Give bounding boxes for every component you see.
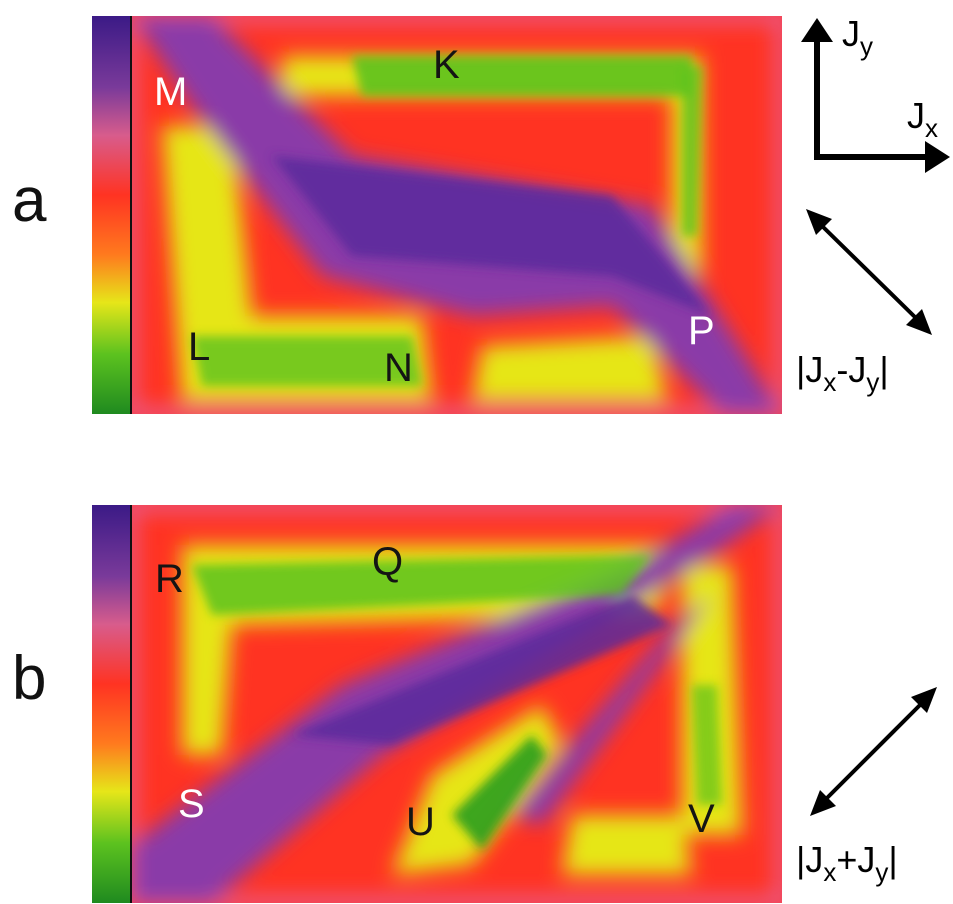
- panel-a-map: [92, 16, 782, 414]
- region-u-green: [452, 735, 547, 850]
- region-n-right-yellow: [472, 336, 667, 401]
- diff-direction-label: |Jx-Jy|: [796, 349, 889, 396]
- region-label-p: P: [688, 309, 715, 353]
- jy-base: J: [842, 13, 860, 54]
- diff-label-sub1: x: [823, 367, 837, 397]
- jx-base: J: [907, 95, 925, 136]
- panel-b-purple-core: [292, 595, 672, 745]
- panel-a-purple-core: [272, 156, 712, 316]
- jy-arrowhead: [801, 18, 833, 42]
- panel-a-colorbar: [92, 16, 130, 414]
- sum-label-sub2: y: [875, 857, 889, 887]
- region-q-green: [192, 555, 652, 615]
- jx-axis-label: Jx: [907, 95, 938, 142]
- sum-label-op: +J: [836, 839, 876, 880]
- panel-b-heatmap: [92, 505, 782, 903]
- diff-label-op: -J: [836, 349, 867, 390]
- jx-sub: x: [925, 113, 938, 143]
- region-label-s: S: [178, 782, 205, 826]
- region-k-green: [352, 56, 692, 96]
- region-lower-right-yellow: [562, 815, 692, 875]
- panel-letter-a: a: [12, 166, 47, 235]
- diff-label-end: |: [879, 349, 889, 390]
- panel-b-spur-band: [512, 595, 712, 825]
- diff-label-base: |J: [796, 349, 824, 390]
- region-label-q: Q: [372, 540, 404, 584]
- sum-label-end: |: [888, 839, 898, 880]
- jy-axis-label: Jy: [842, 13, 873, 60]
- sum-direction-label: |Jx+Jy|: [796, 839, 898, 886]
- panel-a-heatmap: [92, 16, 782, 414]
- jy-sub: y: [860, 31, 873, 61]
- diff-direction-arrow: [806, 209, 932, 335]
- panel-b-colorbar-divider: [130, 505, 132, 903]
- sum-direction-arrow: [810, 687, 937, 816]
- diff-label-sub2: y: [866, 367, 880, 397]
- panel-b-colorbar: [92, 505, 130, 903]
- sum-label-base: |J: [796, 839, 824, 880]
- sum-label-sub1: x: [823, 857, 837, 887]
- region-label-r: R: [155, 557, 184, 601]
- panel-a-colorbar-divider: [130, 16, 132, 414]
- axis-arrows: [801, 18, 950, 173]
- region-v-green: [692, 685, 722, 805]
- region-label-u: U: [406, 800, 435, 844]
- region-ln-green: [192, 336, 422, 386]
- region-label-l: L: [188, 325, 211, 369]
- region-label-v: V: [688, 797, 715, 841]
- region-label-n: N: [384, 346, 413, 390]
- region-label-k: K: [433, 43, 460, 87]
- panel-b-map: [92, 505, 782, 903]
- jx-arrowhead: [925, 141, 950, 173]
- region-label-m: M: [154, 70, 188, 114]
- panel-letter-b: b: [12, 644, 47, 713]
- region-l-yellow: [162, 126, 432, 401]
- region-k-vertical-green: [682, 66, 702, 236]
